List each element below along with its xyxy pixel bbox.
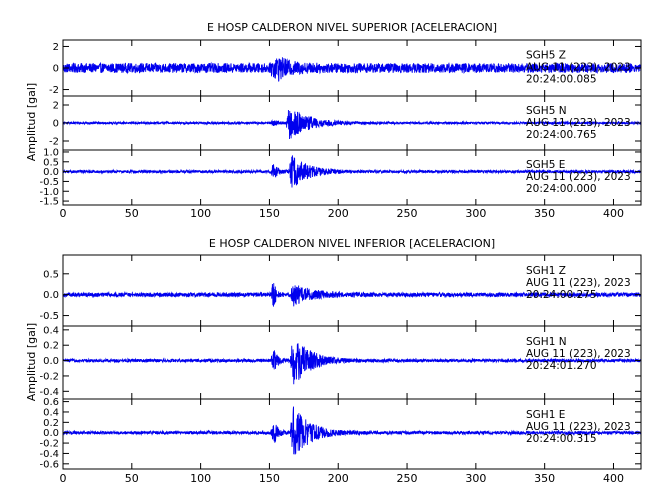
chart-title: E HOSP CALDERON NIVEL SUPERIOR [ACELERAC…: [207, 21, 497, 34]
y-tick-label: -1.5: [39, 197, 59, 208]
station-label: SGH1 N: [526, 336, 567, 348]
x-tick-label: 0: [60, 472, 67, 485]
y-tick-label: -0.4: [39, 387, 59, 398]
y-tick-label: 0.6: [43, 397, 59, 408]
station-time: 20:24:00.275: [526, 289, 597, 301]
station-time: 20:24:00.315: [526, 433, 597, 445]
y-tick-label: 0.4: [43, 407, 59, 418]
x-tick-label: 250: [397, 207, 418, 220]
station-label: SGH5 E: [526, 159, 565, 171]
x-tick-label: 250: [397, 472, 418, 485]
x-tick-label: 400: [603, 207, 624, 220]
y-axis-label: Amplitud [gal]: [25, 83, 38, 161]
y-tick-label: -0.5: [39, 311, 59, 322]
x-tick-label: 150: [259, 472, 280, 485]
x-tick-label: 50: [125, 207, 139, 220]
y-tick-label: -2: [49, 85, 59, 96]
x-tick-label: 100: [190, 207, 211, 220]
chart-title: E HOSP CALDERON NIVEL INFERIOR [ACELERAC…: [209, 237, 495, 250]
y-tick-label: 1.0: [43, 147, 59, 158]
y-axis-label: Amplitud [gal]: [25, 323, 38, 401]
chart-nivel-superior: E HOSP CALDERON NIVEL SUPERIOR [ACELERAC…: [25, 21, 642, 220]
series-trace: [62, 57, 642, 82]
series-trace: [62, 343, 642, 385]
station-date: AUG 11 (223), 2023: [526, 277, 631, 289]
station-date: AUG 11 (223), 2023: [526, 348, 631, 360]
station-date: AUG 11 (223), 2023: [526, 171, 631, 183]
x-tick-label: 200: [328, 207, 349, 220]
station-date: AUG 11 (223), 2023: [526, 421, 631, 433]
y-tick-label: 2: [53, 101, 59, 112]
x-tick-label: 300: [465, 472, 486, 485]
y-tick-label: 0.5: [43, 269, 59, 280]
y-tick-label: 2: [53, 42, 59, 53]
station-time: 20:24:00.085: [526, 73, 597, 85]
station-label: SGH5 N: [526, 105, 567, 117]
x-tick-label: 100: [190, 472, 211, 485]
chart-nivel-inferior: E HOSP CALDERON NIVEL INFERIOR [ACELERAC…: [25, 237, 642, 485]
y-tick-label: 0.5: [43, 157, 59, 168]
panel-frame: [62, 398, 642, 470]
x-tick-label: 50: [125, 472, 139, 485]
x-tick-label: 350: [534, 472, 555, 485]
station-time: 20:24:00.000: [526, 183, 597, 195]
station-label: SGH1 E: [526, 409, 565, 421]
y-tick-label: 0.2: [43, 418, 59, 429]
x-tick-label: 400: [603, 472, 624, 485]
series-trace: [62, 155, 642, 188]
station-time: 20:24:00.765: [526, 129, 597, 141]
y-tick-label: 0: [53, 119, 59, 130]
x-tick-label: 350: [534, 207, 555, 220]
station-label: SGH1 Z: [526, 265, 566, 277]
series-trace: [62, 109, 642, 139]
y-tick-label: -2: [49, 137, 59, 148]
x-tick-label: 0: [60, 207, 67, 220]
y-tick-label: -0.2: [39, 371, 59, 382]
y-tick-label: 0: [53, 64, 59, 75]
station-time: 20:24:01.270: [526, 360, 597, 372]
x-tick-label: 200: [328, 472, 349, 485]
station-date: AUG 11 (223), 2023: [526, 61, 631, 73]
series-trace: [62, 283, 642, 307]
panel-frame: [62, 149, 642, 206]
y-tick-label: 0.0: [43, 167, 59, 178]
station-label: SGH5 Z: [526, 49, 566, 61]
y-tick-label: 0.0: [43, 290, 59, 301]
y-tick-label: -0.2: [39, 439, 59, 450]
x-tick-label: 300: [465, 207, 486, 220]
y-tick-label: 0.0: [43, 356, 59, 367]
x-tick-label: 150: [259, 207, 280, 220]
y-tick-label: 0.4: [43, 325, 59, 336]
series-trace: [62, 406, 642, 455]
y-tick-label: -0.6: [39, 459, 59, 470]
y-tick-label: -0.4: [39, 449, 59, 460]
y-tick-label: 0.0: [43, 428, 59, 439]
station-date: AUG 11 (223), 2023: [526, 117, 631, 129]
y-tick-label: -1.0: [39, 187, 59, 198]
y-tick-label: -0.5: [39, 177, 59, 188]
y-tick-label: 0.2: [43, 341, 59, 352]
